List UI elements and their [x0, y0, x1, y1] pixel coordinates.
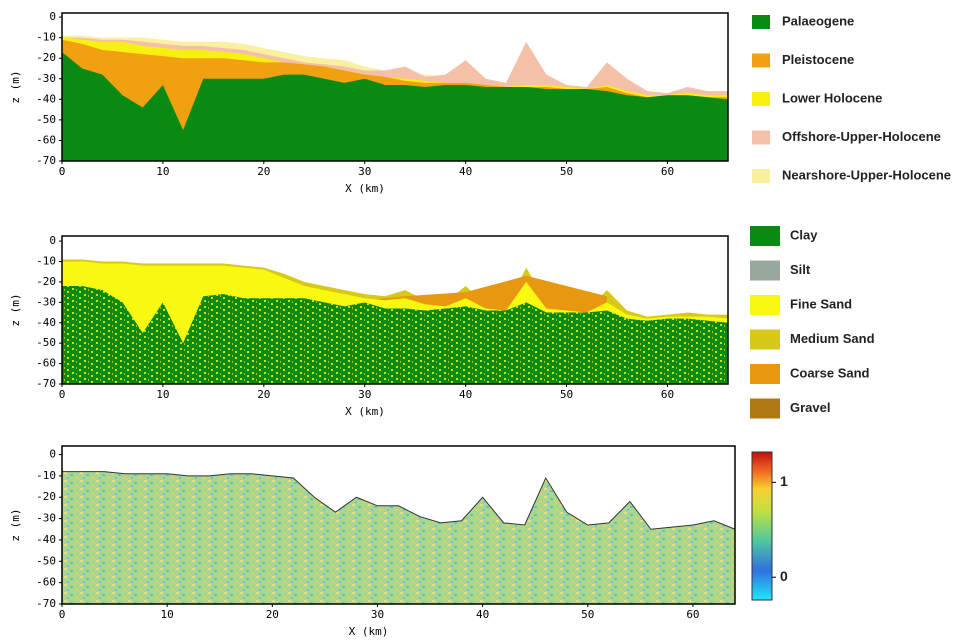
colorbar: [751, 451, 773, 601]
legend-label: Fine Sand: [790, 296, 852, 311]
y-tick-label: 0: [49, 448, 56, 461]
legend-label: Palaeogene: [782, 13, 854, 28]
y-tick-label: -60: [36, 133, 56, 146]
x-tick-label: 0: [59, 388, 66, 401]
x-tick-label: 50: [581, 608, 594, 621]
legend-swatch: [750, 329, 780, 350]
legend-swatch: [752, 53, 770, 68]
y-axis-label: z (m): [9, 508, 22, 541]
legend-swatch: [752, 15, 770, 29]
y-tick-label: -40: [36, 92, 56, 105]
y-tick-label: -10: [36, 469, 56, 482]
x-tick-label: 20: [266, 608, 279, 621]
legend-swatch: [750, 260, 780, 281]
x-axis-label: X (km): [345, 405, 385, 418]
legend-swatch: [750, 295, 780, 315]
section-area: [61, 471, 736, 605]
legend-label: Nearshore-Upper-Holocene: [782, 167, 951, 182]
legend-label: Coarse Sand: [790, 365, 870, 380]
x-tick-label: 0: [59, 165, 66, 178]
y-tick-label: -20: [36, 51, 56, 64]
clay-speckle: [62, 286, 728, 384]
x-tick-label: 10: [161, 608, 174, 621]
y-tick-label: -40: [36, 533, 56, 546]
y-tick-label: -70: [36, 154, 56, 167]
y-tick-label: -60: [36, 357, 56, 370]
x-tick-label: 40: [459, 165, 472, 178]
y-tick-label: -60: [36, 576, 56, 589]
y-tick-label: -10: [36, 31, 56, 44]
legend-label: Gravel: [790, 400, 830, 415]
x-tick-label: 20: [257, 165, 270, 178]
legend-swatch: [752, 92, 770, 106]
y-tick-label: -30: [36, 72, 56, 85]
y-tick-label: -30: [36, 295, 56, 308]
plot-frame: [61, 445, 736, 605]
legend-swatch: [752, 130, 770, 145]
y-tick-label: 0: [49, 234, 56, 247]
legend-label: Offshore-Upper-Holocene: [782, 129, 941, 144]
x-axis-label: X (km): [345, 182, 385, 195]
y-tick-label: -20: [36, 275, 56, 288]
layer-area: [62, 52, 728, 161]
x-tick-label: 30: [358, 165, 371, 178]
legend-label: Silt: [790, 262, 811, 277]
x-tick-label: 30: [371, 608, 384, 621]
x-tick-label: 50: [560, 165, 573, 178]
plot-frame: [61, 12, 729, 162]
x-tick-label: 60: [686, 608, 699, 621]
legend-label: Lower Holocene: [782, 90, 882, 105]
y-tick-label: -50: [36, 113, 56, 126]
legend-swatch: [752, 169, 770, 183]
legend-swatch: [750, 398, 780, 419]
y-tick-label: -10: [36, 255, 56, 268]
y-tick-label: 0: [49, 10, 56, 23]
y-tick-label: -70: [36, 377, 56, 390]
y-axis-label: z (m): [9, 70, 22, 103]
y-tick-label: -50: [36, 554, 56, 567]
x-tick-label: 40: [476, 608, 489, 621]
plot-frame: [61, 235, 729, 385]
x-tick-label: 20: [257, 388, 270, 401]
colorbar-label: 0: [780, 568, 788, 584]
legend-label: Pleistocene: [782, 52, 854, 67]
legend-swatch: [750, 226, 780, 246]
x-tick-label: 0: [59, 608, 66, 621]
x-tick-label: 10: [156, 388, 169, 401]
legend-label: Medium Sand: [790, 331, 875, 346]
y-tick-label: -40: [36, 316, 56, 329]
legend-swatch: [750, 364, 780, 384]
x-tick-label: 60: [661, 388, 674, 401]
y-tick-label: -30: [36, 512, 56, 525]
colorbar-label: 1: [780, 473, 788, 489]
x-tick-label: 60: [661, 165, 674, 178]
x-axis-label: X (km): [349, 625, 389, 638]
y-tick-label: -70: [36, 597, 56, 610]
x-tick-label: 40: [459, 388, 472, 401]
x-tick-label: 30: [358, 388, 371, 401]
y-tick-label: -20: [36, 490, 56, 503]
x-tick-label: 50: [560, 388, 573, 401]
legend-label: Clay: [790, 227, 818, 242]
y-axis-label: z (m): [9, 293, 22, 326]
x-tick-label: 10: [156, 165, 169, 178]
y-tick-label: -50: [36, 336, 56, 349]
